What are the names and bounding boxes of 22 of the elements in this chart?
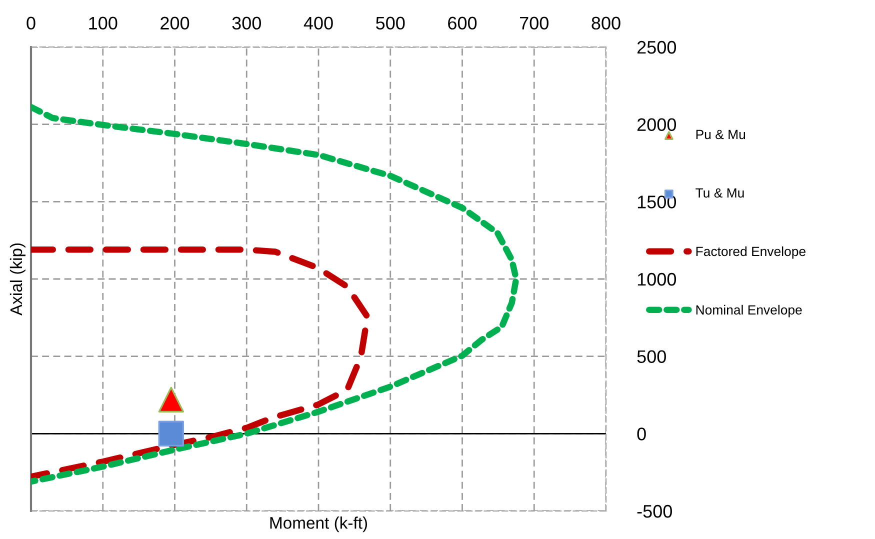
- x-tick-label: 600: [448, 16, 477, 30]
- x-axis-title: Moment (k-ft): [270, 516, 368, 532]
- x-tick-label: 0: [26, 16, 36, 30]
- x-tick-label: 800: [592, 16, 620, 30]
- y-tick-label: 2500: [637, 40, 676, 54]
- x-tick-label: 500: [376, 16, 405, 30]
- legend-label: Tu & Mu: [696, 188, 744, 198]
- legend-label: Nominal Envelope: [696, 304, 802, 318]
- y-tick-label: 0: [637, 428, 646, 440]
- y-axis-title: Axial (kip): [10, 243, 26, 316]
- x-tick-label: 700: [520, 16, 548, 30]
- y-tick-label: -500: [637, 504, 672, 518]
- y-tick-label: 1500: [638, 196, 676, 208]
- y-tick-label: 500: [637, 350, 666, 364]
- x-tick-label: 200: [160, 16, 190, 30]
- y-tick-label: 1000: [638, 272, 676, 286]
- legend-label: Factored Envelope: [696, 246, 806, 259]
- x-tick-label: 300: [232, 16, 261, 30]
- x-tick-label: 400: [304, 16, 333, 30]
- legend-label: Pu & Mu: [696, 130, 746, 140]
- x-tick-label: 100: [89, 16, 118, 30]
- y-tick-label: 2000: [637, 118, 676, 132]
